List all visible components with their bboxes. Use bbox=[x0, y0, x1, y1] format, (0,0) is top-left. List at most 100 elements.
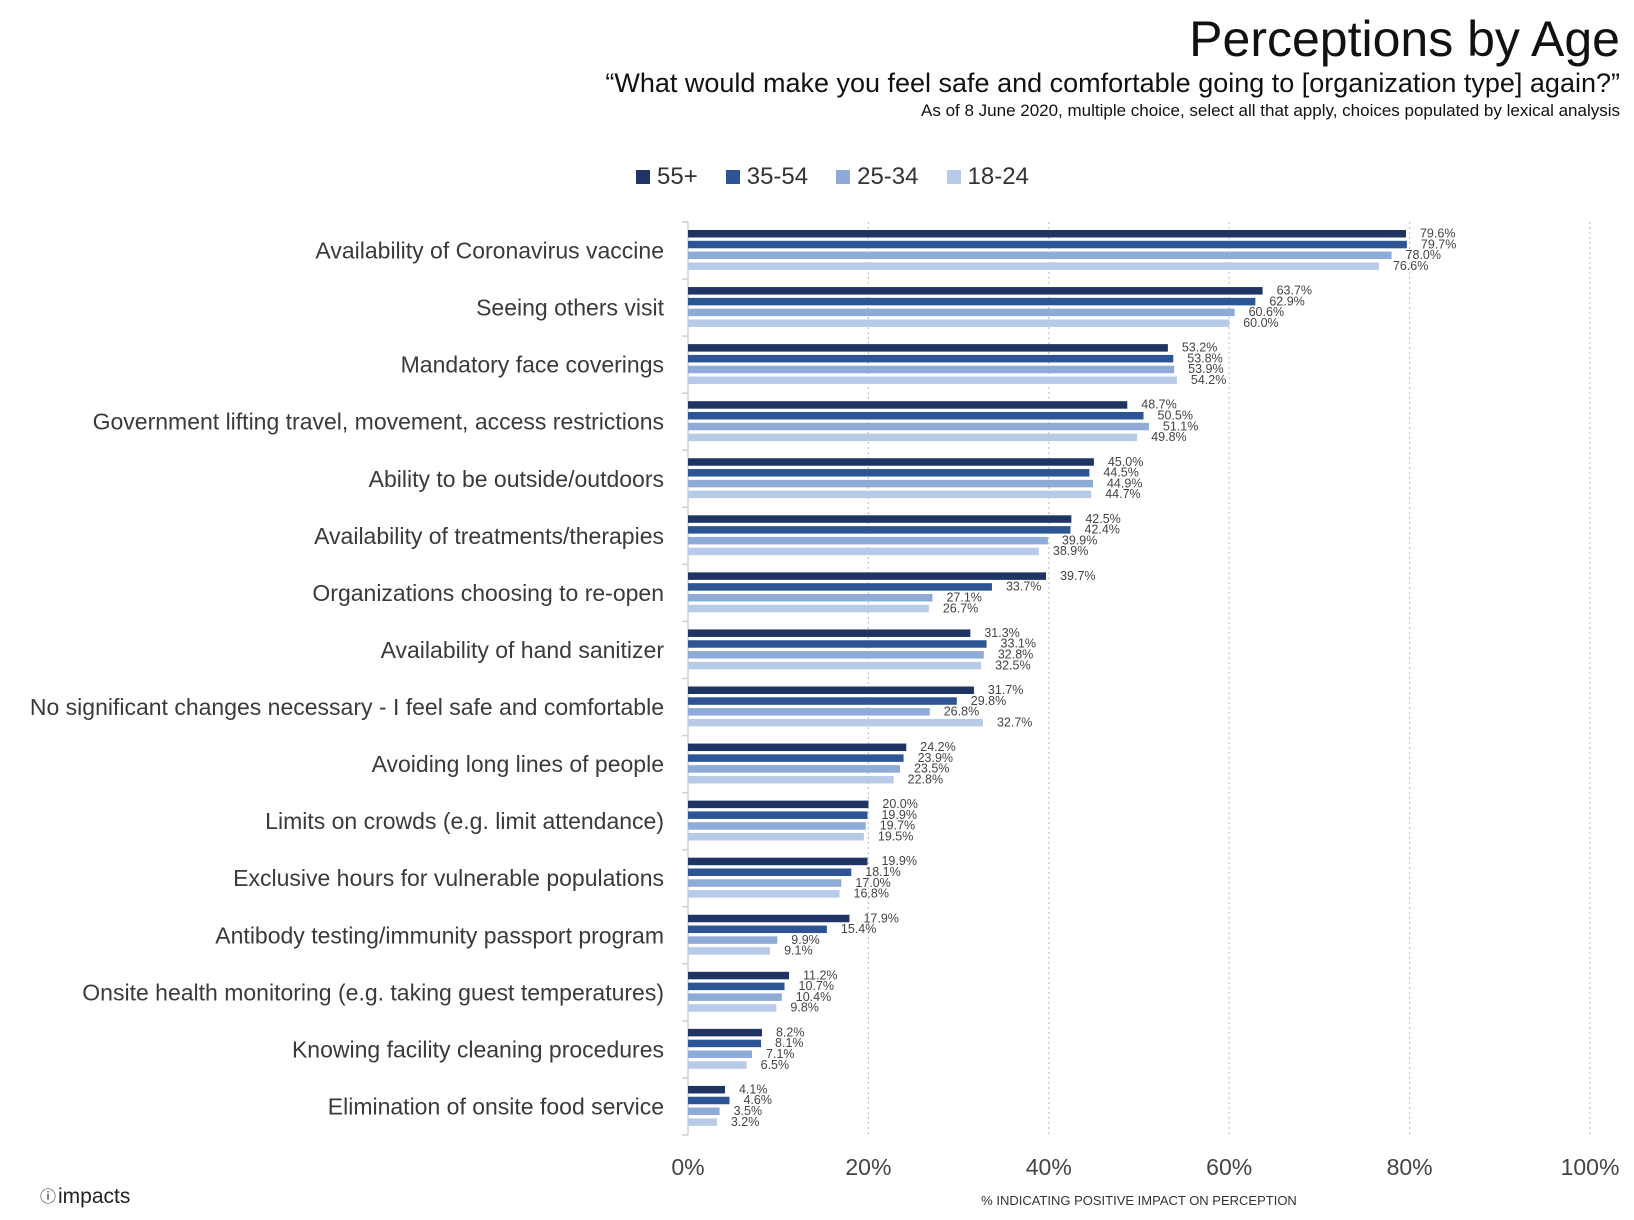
bar bbox=[688, 376, 1177, 385]
category-label: Avoiding long lines of people bbox=[372, 751, 664, 777]
data-label: 9.9% bbox=[791, 933, 820, 947]
data-label: 17.9% bbox=[863, 911, 898, 925]
data-label: 31.7% bbox=[988, 683, 1023, 697]
bar bbox=[688, 982, 785, 991]
bar bbox=[688, 1050, 753, 1058]
data-label: 10.7% bbox=[799, 979, 834, 993]
data-label: 33.1% bbox=[1001, 637, 1036, 651]
bar bbox=[688, 708, 930, 716]
bar bbox=[688, 469, 1090, 477]
data-label: 9.1% bbox=[784, 944, 813, 958]
bar bbox=[688, 993, 782, 1001]
data-label: 7.1% bbox=[766, 1047, 795, 1061]
data-label: 79.6% bbox=[1420, 227, 1455, 241]
data-label: 26.8% bbox=[944, 705, 979, 719]
category-label: Onsite health monitoring (e.g. taking gu… bbox=[82, 979, 664, 1005]
data-label: 31.3% bbox=[984, 626, 1019, 640]
chart-subtitle: “What would make you feel safe and comfo… bbox=[605, 68, 1620, 98]
data-label: 42.4% bbox=[1084, 523, 1119, 537]
data-label: 48.7% bbox=[1141, 398, 1176, 412]
bar bbox=[688, 925, 827, 934]
bar bbox=[688, 718, 983, 727]
data-label: 78.0% bbox=[1406, 248, 1441, 262]
x-tick-label: 20% bbox=[845, 1154, 891, 1180]
data-label: 24.2% bbox=[920, 740, 955, 754]
legend-swatch-18-24 bbox=[946, 170, 961, 184]
logo-text: impacts bbox=[58, 1185, 131, 1208]
data-label: 19.5% bbox=[878, 830, 913, 844]
data-label: 9.8% bbox=[790, 1001, 819, 1015]
bar bbox=[688, 1061, 747, 1069]
bar bbox=[688, 1107, 720, 1116]
data-label: 49.8% bbox=[1151, 430, 1186, 444]
data-label: 54.2% bbox=[1191, 373, 1226, 387]
bar bbox=[688, 765, 900, 773]
category-label: Limits on crowds (e.g. limit attendance) bbox=[265, 808, 664, 834]
legend-label-55-plus: 55+ bbox=[657, 163, 698, 190]
company-logo: ⓘimpacts bbox=[40, 1183, 130, 1209]
legend-item-18-24: 18-24 bbox=[946, 163, 1029, 191]
data-label: 51.1% bbox=[1163, 419, 1198, 433]
bar bbox=[688, 604, 929, 613]
legend-swatch-35-54 bbox=[725, 170, 740, 184]
data-label: 26.7% bbox=[943, 601, 978, 615]
data-label: 3.2% bbox=[731, 1115, 760, 1129]
data-label: 60.6% bbox=[1249, 305, 1284, 319]
data-label: 53.8% bbox=[1187, 351, 1222, 365]
data-label: 29.8% bbox=[971, 694, 1006, 708]
bar bbox=[688, 344, 1168, 352]
x-tick-label: 100% bbox=[1561, 1154, 1620, 1180]
data-label: 76.6% bbox=[1393, 259, 1428, 273]
data-label: 3.5% bbox=[734, 1104, 763, 1118]
data-label: 44.7% bbox=[1105, 487, 1140, 501]
data-label: 22.8% bbox=[908, 772, 943, 786]
data-label: 19.9% bbox=[881, 808, 916, 822]
bar bbox=[688, 640, 987, 648]
bar bbox=[688, 572, 1047, 580]
legend-label-18-24: 18-24 bbox=[967, 163, 1029, 190]
bar bbox=[688, 422, 1149, 431]
data-label: 8.1% bbox=[775, 1036, 804, 1050]
data-label: 18.1% bbox=[865, 865, 900, 879]
data-label: 4.1% bbox=[739, 1082, 768, 1096]
bar bbox=[688, 1118, 717, 1126]
bar bbox=[688, 479, 1093, 488]
data-label: 63.7% bbox=[1277, 284, 1312, 298]
data-label: 39.7% bbox=[1060, 569, 1095, 583]
bar bbox=[688, 936, 778, 944]
bar bbox=[688, 526, 1071, 534]
category-label: Antibody testing/immunity passport progr… bbox=[215, 922, 664, 948]
bar bbox=[688, 308, 1235, 317]
bar bbox=[688, 868, 852, 876]
category-label: Mandatory face coverings bbox=[401, 352, 664, 378]
bar bbox=[688, 775, 894, 784]
data-label: 8.2% bbox=[776, 1025, 805, 1039]
x-tick-label: 80% bbox=[1387, 1154, 1433, 1180]
legend-swatch-25-34 bbox=[836, 170, 851, 184]
bar bbox=[688, 1096, 730, 1105]
bar bbox=[688, 1004, 777, 1012]
data-label: 42.5% bbox=[1085, 512, 1120, 526]
data-label: 38.9% bbox=[1053, 544, 1088, 558]
data-label: 62.9% bbox=[1269, 294, 1304, 308]
bar bbox=[688, 262, 1379, 270]
bar bbox=[688, 490, 1092, 499]
category-label: Availability of hand sanitizer bbox=[381, 637, 665, 663]
bar bbox=[688, 593, 933, 602]
category-label: Availability of Coronavirus vaccine bbox=[315, 238, 664, 264]
bar bbox=[688, 411, 1144, 420]
data-label: 23.9% bbox=[918, 751, 953, 765]
data-label: 16.8% bbox=[854, 887, 889, 901]
bar bbox=[688, 857, 868, 866]
bar bbox=[688, 287, 1263, 295]
bar bbox=[688, 697, 957, 705]
bar bbox=[688, 433, 1138, 442]
x-axis-label: % INDICATING POSITIVE IMPACT ON PERCEPTI… bbox=[981, 1193, 1297, 1208]
info-circle-icon: ⓘ bbox=[40, 1189, 57, 1206]
bar bbox=[688, 1039, 762, 1048]
bar bbox=[688, 661, 982, 670]
bar bbox=[688, 890, 840, 898]
bar bbox=[688, 547, 1039, 556]
legend-label-25-34: 25-34 bbox=[857, 163, 919, 190]
